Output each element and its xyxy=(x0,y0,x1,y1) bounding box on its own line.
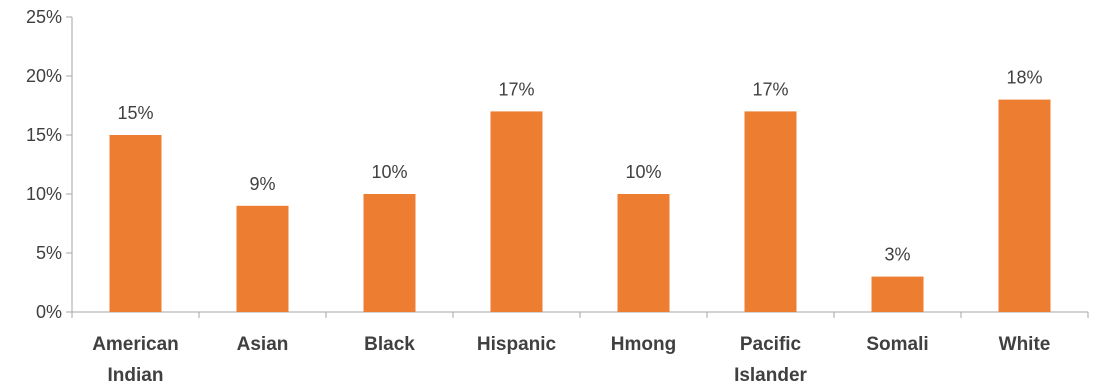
bar xyxy=(109,135,162,312)
y-tick-label: 25% xyxy=(26,7,62,27)
bar xyxy=(490,111,543,313)
category-label: Pacific Islander xyxy=(734,334,807,386)
y-tick-label: 20% xyxy=(26,66,62,86)
data-label: 17% xyxy=(498,79,534,99)
category-label: Hispanic xyxy=(477,334,557,355)
category-label: American Indian xyxy=(92,334,179,386)
data-label: 3% xyxy=(884,245,910,265)
data-label: 9% xyxy=(249,174,275,194)
bar xyxy=(744,111,797,313)
y-tick-label: 10% xyxy=(26,184,62,204)
category-label: Black xyxy=(364,334,415,355)
y-tick-label: 0% xyxy=(36,302,62,322)
bar xyxy=(363,194,416,312)
data-label: 18% xyxy=(1006,68,1042,88)
category-label: White xyxy=(999,334,1051,355)
category-label: Hmong xyxy=(611,334,676,355)
bar xyxy=(617,194,670,312)
bar xyxy=(998,99,1051,312)
category-label: Somali xyxy=(866,334,928,355)
data-label: 17% xyxy=(752,79,788,99)
data-label: 15% xyxy=(117,103,153,123)
category-label: Asian xyxy=(237,334,289,355)
bar xyxy=(236,205,289,312)
y-tick-label: 15% xyxy=(26,125,62,145)
y-tick-label: 5% xyxy=(36,243,62,263)
bar xyxy=(871,276,924,312)
data-label: 10% xyxy=(625,162,661,182)
data-label: 10% xyxy=(371,162,407,182)
